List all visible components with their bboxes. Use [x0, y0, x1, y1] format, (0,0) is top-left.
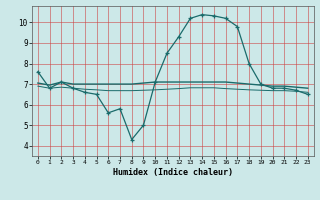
- X-axis label: Humidex (Indice chaleur): Humidex (Indice chaleur): [113, 168, 233, 177]
